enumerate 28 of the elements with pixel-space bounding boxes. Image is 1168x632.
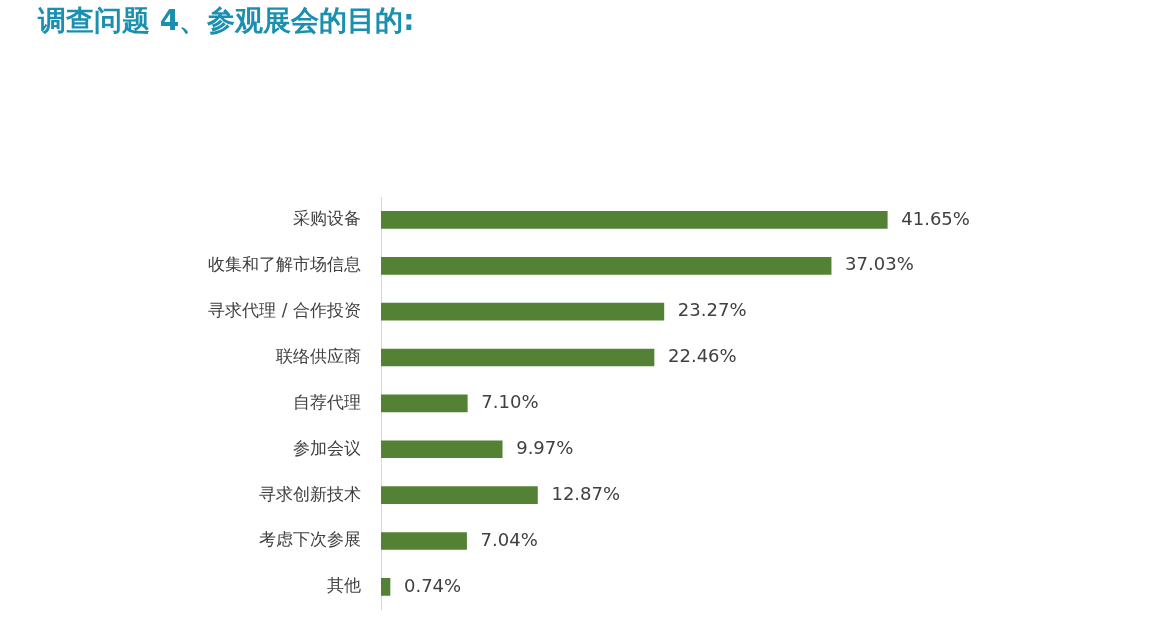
y-tick-label: 采购设备 <box>293 208 361 229</box>
data-label: 22.46% <box>668 345 737 367</box>
data-label: 0.74% <box>404 574 462 596</box>
y-tick-label: 参加会议 <box>293 437 361 458</box>
bar <box>381 532 467 550</box>
y-tick-label: 其他 <box>327 575 361 596</box>
bar <box>381 302 665 321</box>
y-tick-label: 联络供应商 <box>276 345 361 366</box>
bar <box>381 486 538 504</box>
y-tick-label: 考虑下次参展 <box>259 529 361 550</box>
data-label: 41.65% <box>901 207 970 229</box>
data-label: 7.10% <box>481 391 539 413</box>
bar <box>381 348 655 367</box>
data-label: 7.04% <box>480 528 538 550</box>
bar <box>381 211 888 229</box>
y-tick-label: 寻求代理 / 合作投资 <box>208 300 361 321</box>
data-label: 23.27% <box>677 299 747 321</box>
bar <box>381 440 503 459</box>
data-label: 12.87% <box>551 482 621 504</box>
y-tick-label: 自荐代理 <box>293 391 361 412</box>
y-tick-label: 收集和了解市场信息 <box>208 254 361 275</box>
y-tick-label: 寻求创新技术 <box>259 483 361 504</box>
data-label: 37.03% <box>845 253 914 275</box>
chart-title: 调查问题 4、参观展会的目的: <box>38 3 415 39</box>
bar <box>381 578 391 596</box>
bar <box>381 394 468 413</box>
data-label: 9.97% <box>516 436 574 458</box>
bar <box>381 256 832 275</box>
